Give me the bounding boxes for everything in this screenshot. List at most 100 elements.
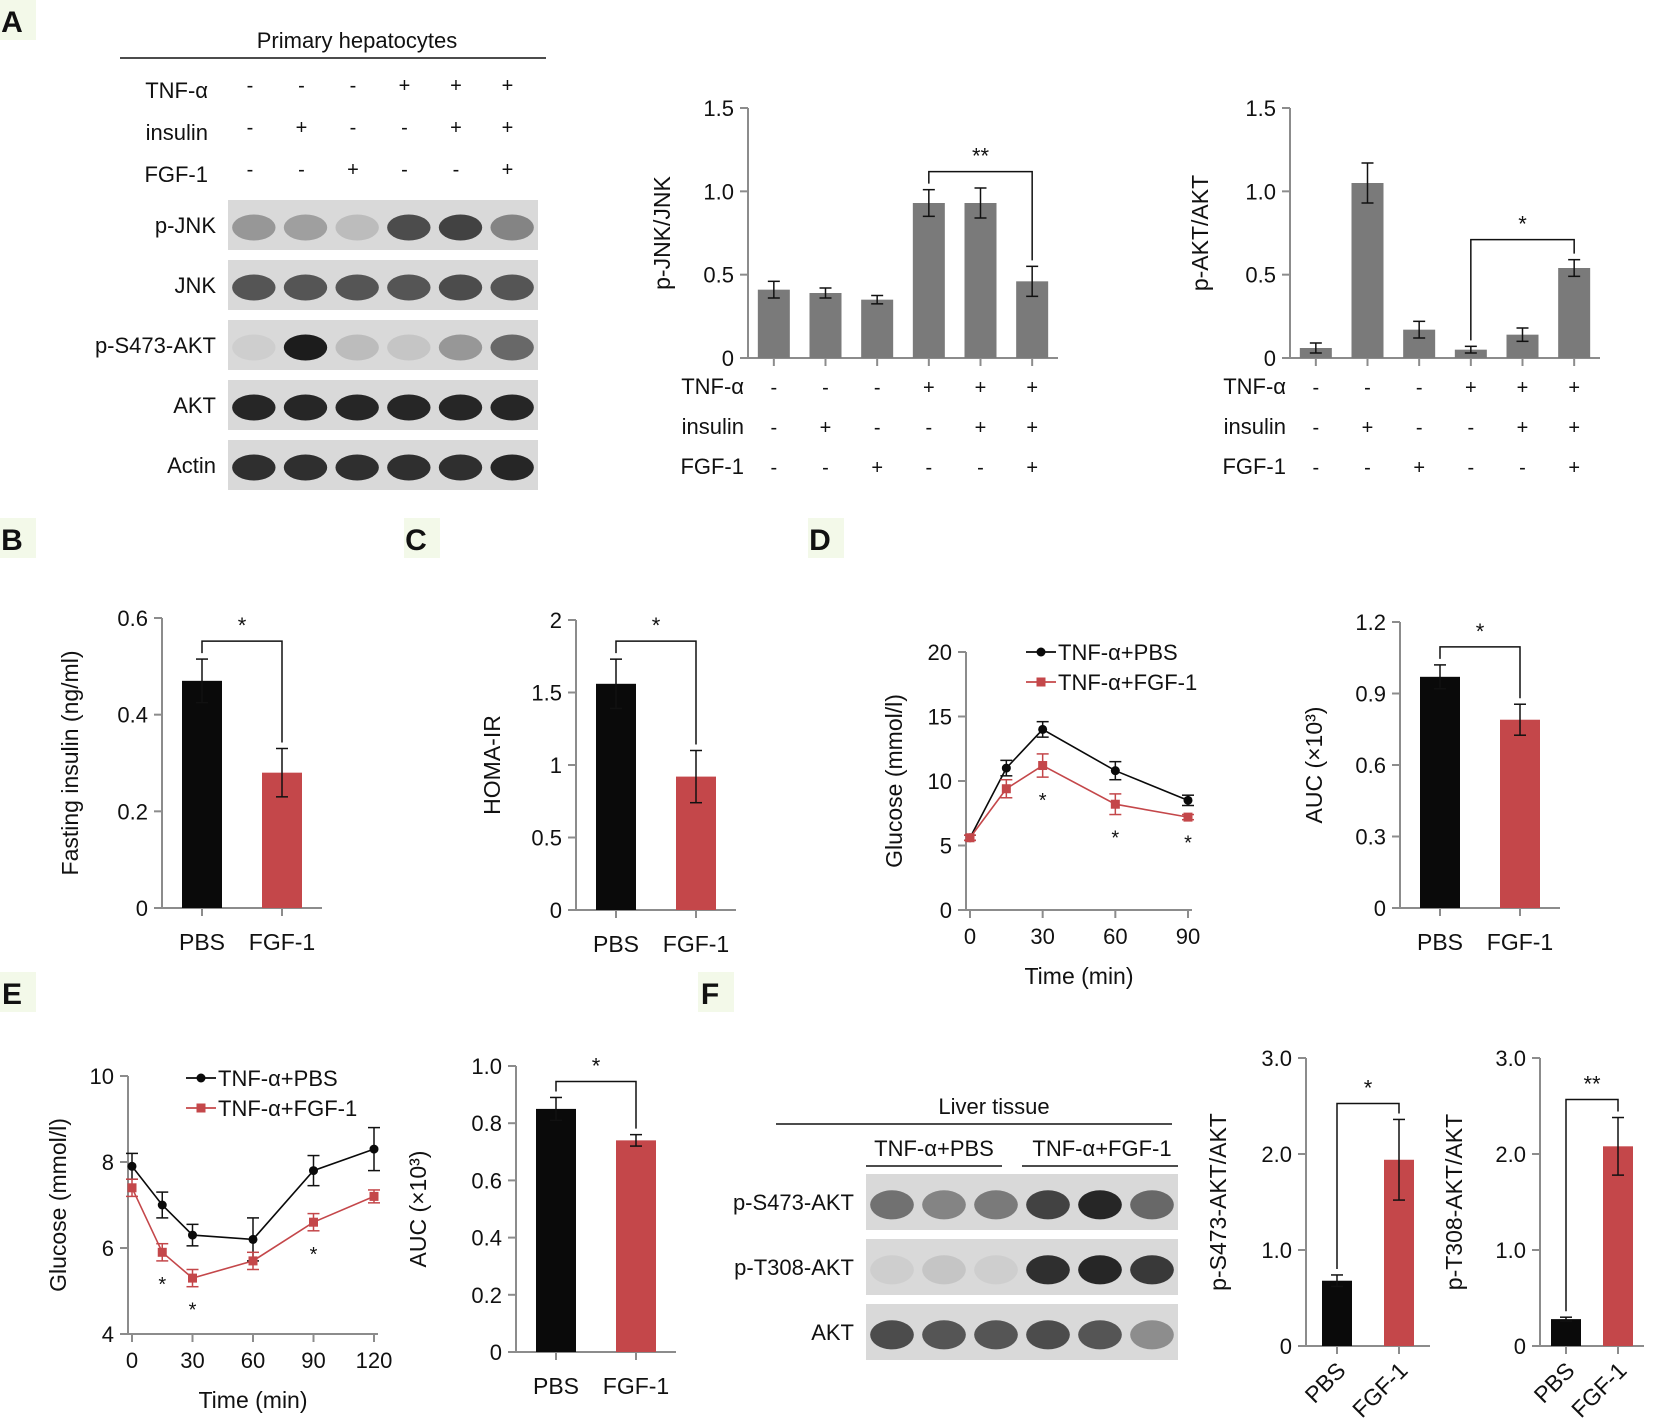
blot-band [1078, 1255, 1122, 1285]
A-akt-treatment-sign: + [1413, 457, 1425, 479]
D-curve-series-0-point-1 [1001, 763, 1011, 773]
blot-band [490, 214, 534, 241]
C-bracket-line [615, 640, 697, 745]
E-auc-error-bar-1 [630, 1133, 642, 1147]
A-jnk-treatment-name: insulin [682, 414, 744, 439]
E-auc-category-label: FGF-1 [603, 1373, 669, 1399]
D-curve-series-1-point-0 [965, 833, 975, 843]
blot-band [335, 334, 379, 361]
blot-band [387, 454, 431, 481]
E-curve-series-1-point-4 [309, 1217, 318, 1227]
panel-label-bg-D [808, 518, 844, 558]
B-significance-star: * [238, 613, 247, 638]
D-auc-category-label: PBS [1417, 929, 1463, 955]
A-jnk-y-tick-label: 0.5 [703, 263, 734, 288]
E-curve-series-0-point-1 [157, 1200, 167, 1210]
E-curve-series-1-point-2 [188, 1273, 197, 1283]
E-curve-series-1-point-5 [369, 1191, 379, 1201]
A-jnk-error-bar-2 [871, 294, 884, 305]
E-curve-series-0-point-0 [127, 1161, 137, 1171]
A-jnk-error-bar-5 [1026, 265, 1039, 298]
A-akt-error-bar-3 [1464, 345, 1477, 354]
F-s473-y-tick-label: 3.0 [1261, 1046, 1292, 1071]
D-auc-y-tick-label: 0.3 [1355, 825, 1386, 850]
blot-band [438, 394, 483, 421]
D-auc-y-tick-label: 0.9 [1355, 682, 1386, 707]
blot-background [228, 320, 538, 370]
blot-band [1078, 1320, 1122, 1350]
blot-band [1026, 1255, 1070, 1285]
panelA-treatment-name: TNF-α [145, 78, 208, 103]
blot-band [438, 334, 483, 361]
E-auc-y-tick-label: 0.8 [471, 1111, 502, 1136]
blot-band [438, 274, 483, 301]
D-curve-y-tick-label: 10 [928, 769, 952, 794]
blot-label: p-T308-AKT [734, 1255, 854, 1280]
E-auc-y-tick-label: 0.2 [471, 1283, 502, 1308]
E-curve-series-0-point-2 [188, 1230, 197, 1240]
D-curve-x-tick-label: 30 [1030, 924, 1054, 949]
A-jnk-treatment-sign: + [923, 377, 935, 399]
blot-label: p-S473-AKT [95, 333, 216, 358]
D-curve-x-tick-label: 0 [964, 924, 976, 949]
blot-band [922, 1320, 966, 1350]
A-akt-bar-4 [1506, 334, 1539, 358]
E-auc-y-tick-label: 0.6 [471, 1168, 502, 1193]
A-jnk-treatment-sign: - [874, 377, 881, 399]
A-akt-treatment-sign: - [1364, 377, 1371, 399]
A-jnk-treatment-sign: - [770, 377, 777, 399]
F-t308-y-tick-label: 0 [1514, 1334, 1526, 1359]
B-y-axis-label: Fasting insulin (ng/ml) [57, 651, 83, 876]
panelA-treatment-sign: + [399, 75, 411, 97]
panelA-treatment-name: FGF-1 [144, 162, 208, 187]
A-akt-bar-3 [1454, 349, 1487, 358]
panelA-treatment-sign: + [347, 159, 359, 181]
blot-strip-2 [866, 1304, 1178, 1360]
panel-label-bg-C [404, 518, 440, 558]
E-curve-y-axis-label: Glucose (mmol/l) [45, 1118, 71, 1292]
C-significance-bracket [615, 640, 697, 745]
D-auc-bracket-line [1439, 646, 1521, 699]
panelA-treatment-sign: + [502, 159, 514, 181]
blot-band [922, 1255, 966, 1285]
blot-band [1026, 1320, 1070, 1350]
B-category-label: FGF-1 [249, 929, 315, 955]
D-curve-x-tick-label: 60 [1103, 924, 1127, 949]
D-curve-y-tick-label: 0 [940, 898, 952, 923]
F-t308-bar-0 [1551, 1319, 1581, 1346]
A-jnk-treatment-sign: + [871, 457, 883, 479]
blot-band [974, 1255, 1018, 1285]
B-bar-0 [182, 680, 222, 908]
A-akt-bar-1 [1351, 183, 1384, 358]
F-s473-bar-0 [1322, 1280, 1352, 1346]
E-curve-series-line-1 [131, 1187, 375, 1279]
A-akt-treatment-sign: - [1416, 377, 1423, 399]
A-akt-treatment-sign: - [1312, 417, 1319, 439]
E-curve-series-0-point-5 [369, 1144, 379, 1154]
D-curve-x-tick-label: 90 [1176, 924, 1200, 949]
E-auc-significance-bracket [555, 1080, 637, 1129]
blot-band [387, 334, 431, 361]
A-jnk-treatment-sign: + [1026, 417, 1038, 439]
D-auc-error-bar-1 [1514, 703, 1526, 736]
E-curve-x-tick-label: 30 [180, 1348, 204, 1373]
E-curve-x-axis-label: Time (min) [198, 1387, 307, 1413]
A-jnk-treatment-sign: - [925, 417, 932, 439]
blot-band [232, 274, 276, 301]
E-auc-y-axis-label: AUC (×10³) [405, 1151, 431, 1268]
F-s473-category-label: FGF-1 [1347, 1357, 1412, 1422]
blot-band [870, 1255, 914, 1285]
E-auc-bracket-line [555, 1080, 637, 1129]
A-akt-treatment-sign: + [1517, 417, 1529, 439]
E-curve-y-tick-label: 10 [90, 1064, 114, 1089]
panelA-treatment-sign: - [350, 75, 357, 97]
D-curve-legend-label-1: TNF-α+FGF-1 [1058, 670, 1197, 695]
E-curve-series-1-point-0 [127, 1183, 137, 1193]
A-jnk-treatment-sign: - [770, 417, 777, 439]
E-curve-x-tick-label: 0 [126, 1348, 138, 1373]
panel-label-A: A [1, 6, 23, 39]
D-auc-y-tick-label: 0.6 [1355, 753, 1386, 778]
blot-band [387, 214, 431, 241]
blot-label: JNK [174, 273, 216, 298]
A-jnk-treatment-sign: + [820, 417, 832, 439]
